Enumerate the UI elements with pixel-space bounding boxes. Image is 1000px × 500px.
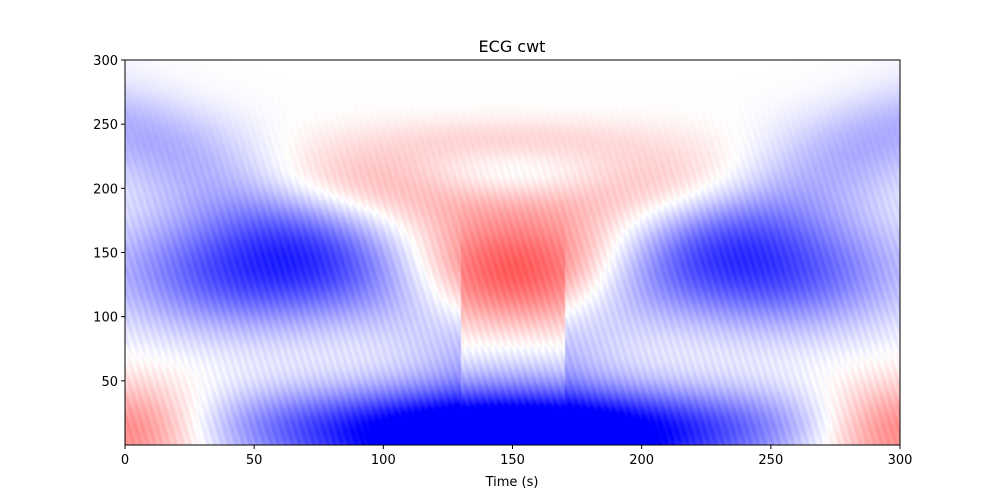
cwt-heatmap [125, 60, 900, 445]
x-tick-label: 300 [888, 453, 913, 468]
y-tick-label: 300 [93, 54, 118, 69]
y-tick-label: 250 [93, 118, 118, 133]
y-tick-label: 100 [93, 311, 118, 326]
y-tick-label: 200 [93, 182, 118, 197]
y-tick-label: 150 [93, 247, 118, 262]
heatmap-plot-area [125, 60, 900, 445]
x-tick-label: 200 [629, 453, 654, 468]
x-tick-label: 150 [500, 453, 525, 468]
x-tick-label: 250 [758, 453, 783, 468]
x-axis-label: Time (s) [485, 475, 539, 490]
chart-title: ECG cwt [479, 37, 546, 56]
x-tick-label: 100 [371, 453, 396, 468]
x-axis: 0 50 100 150 200 250 300 [121, 445, 913, 468]
y-axis: 50 100 150 200 250 300 [93, 54, 125, 390]
x-tick-label: 50 [246, 453, 263, 468]
y-tick-label: 50 [101, 375, 118, 390]
x-tick-label: 0 [121, 453, 129, 468]
